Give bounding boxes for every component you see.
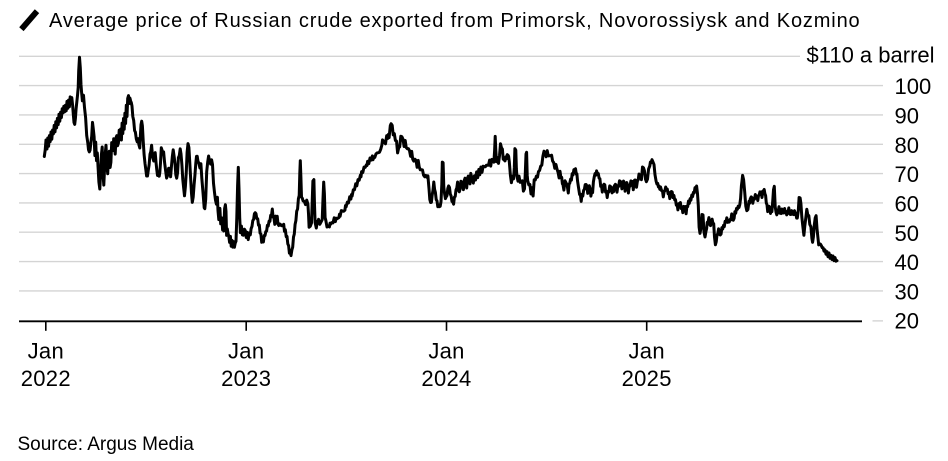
- svg-text:40: 40: [895, 250, 919, 275]
- svg-text:2022: 2022: [21, 366, 71, 391]
- svg-text:20: 20: [895, 309, 919, 334]
- svg-text:60: 60: [895, 192, 919, 217]
- svg-text:Jan: Jan: [228, 339, 264, 364]
- svg-text:2023: 2023: [221, 366, 271, 391]
- svg-text:2025: 2025: [622, 366, 672, 391]
- svg-text:50: 50: [895, 221, 919, 246]
- svg-text:Average price of Russian crude: Average price of Russian crude exported …: [49, 10, 861, 32]
- svg-text:80: 80: [895, 133, 919, 158]
- svg-text:70: 70: [895, 162, 919, 187]
- svg-text:90: 90: [895, 104, 919, 129]
- svg-text:100: 100: [895, 74, 932, 99]
- svg-text:Jan: Jan: [428, 339, 464, 364]
- svg-text:2024: 2024: [421, 366, 471, 391]
- svg-text:30: 30: [895, 280, 919, 305]
- svg-text:Source: Argus Media: Source: Argus Media: [18, 434, 195, 455]
- svg-text:Jan: Jan: [28, 339, 64, 364]
- svg-text:$110 a barrel: $110 a barrel: [807, 42, 935, 67]
- svg-text:Jan: Jan: [629, 339, 665, 364]
